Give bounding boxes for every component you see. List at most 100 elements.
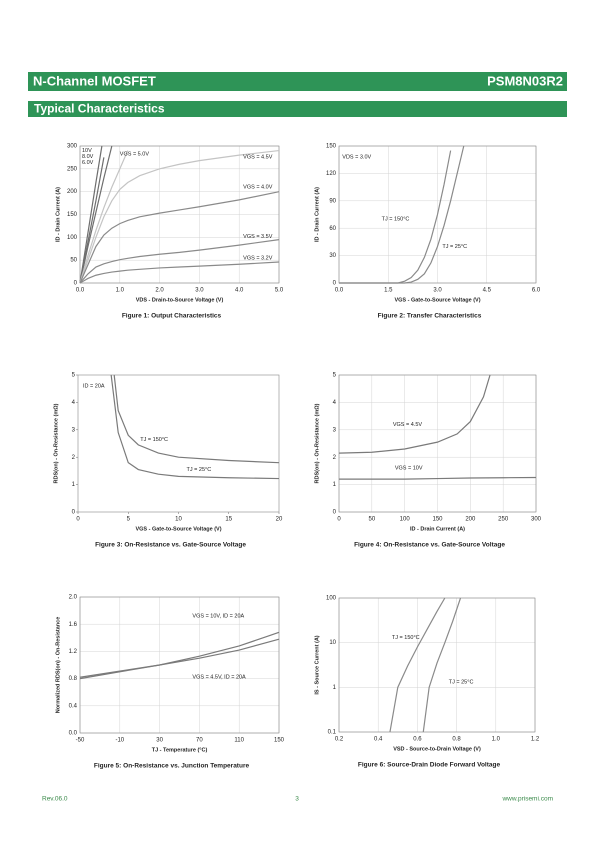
curve: [79, 145, 113, 284]
y-axis-label: ID - Drain Current (A): [55, 187, 61, 242]
y-tick-label: 150: [326, 144, 337, 150]
x-axis-label: ID - Drain Current (A): [410, 526, 465, 532]
curve-label: 8.0V: [82, 154, 94, 160]
plot-frame: [79, 145, 280, 284]
curve-label: VGS = 4.5V, ID = 20A: [192, 675, 246, 681]
curve-label: 6.0V: [82, 160, 94, 166]
x-tick-label: 1.0: [492, 737, 501, 743]
y-axis-label: RDS(on) - On-Resistance (mΩ): [314, 403, 320, 483]
x-tick-label: 2.0: [155, 288, 164, 294]
x-tick-label: 100: [400, 517, 411, 523]
y-tick-label: 4: [333, 400, 337, 406]
y-tick-label: 300: [67, 144, 78, 150]
y-tick-label: 120: [326, 171, 337, 177]
y-axis-label: Normalized RDS(on) - On-Resistance: [55, 617, 61, 714]
x-tick-label: 0: [337, 517, 341, 523]
x-tick-label: -50: [76, 738, 85, 744]
y-tick-label: 1.2: [69, 649, 78, 655]
plot-frame: [338, 597, 536, 733]
y-axis-label: ID - Drain Current (A): [314, 187, 320, 242]
curve: [79, 631, 280, 680]
x-axis-label: TJ - Temperature (°C): [152, 747, 208, 753]
curve-label: VGS = 10V: [395, 466, 423, 472]
y-tick-label: 5: [72, 373, 76, 379]
y-tick-label: 0.0: [69, 731, 78, 737]
plot-frame: [79, 596, 280, 734]
curve-label: VGS = 3.5V: [243, 234, 273, 240]
x-tick-label: 0.2: [335, 737, 344, 743]
y-tick-label: 1: [333, 482, 337, 488]
x-axis-label: VSD - Source-to-Drain Voltage (V): [393, 746, 481, 752]
y-tick-label: 30: [329, 253, 336, 259]
curve: [339, 476, 537, 480]
x-tick-label: 1.0: [116, 288, 125, 294]
plot-frame: [77, 374, 280, 513]
header-left: N-Channel MOSFET: [33, 73, 156, 88]
y-tick-label: 2.0: [69, 595, 78, 601]
curve-label: VGS = 4.5V: [243, 154, 273, 160]
y-tick-label: 0.1: [328, 730, 337, 736]
annotation: VDS = 3.0V: [342, 154, 371, 160]
curve-label: VGS = 4.5V: [393, 422, 423, 428]
curve-label: VGS = 3.2V: [243, 255, 273, 261]
y-tick-label: 0.4: [69, 703, 78, 709]
x-tick-label: 150: [432, 517, 443, 523]
y-tick-label: 5: [333, 373, 337, 379]
y-tick-label: 0: [72, 510, 76, 516]
curve-label: TJ = 25°C: [449, 680, 474, 686]
annotation: ID = 20A: [83, 383, 105, 389]
x-tick-label: 50: [368, 517, 375, 523]
section-title: Typical Characteristics: [34, 102, 165, 116]
figure-caption: Figure 3: On-Resistance vs. Gate-Source …: [95, 542, 246, 549]
y-tick-label: 4: [72, 400, 76, 406]
y-tick-label: 200: [67, 189, 78, 195]
curve: [79, 149, 280, 284]
x-tick-label: 20: [276, 517, 283, 523]
curve-label: VGS = 10V, ID = 20A: [192, 613, 244, 619]
footer-url: www.prisemi.com: [501, 796, 553, 803]
x-axis-label: VGS - Gate-to-Source Voltage (V): [135, 526, 221, 532]
y-tick-label: 1: [72, 482, 76, 488]
y-tick-label: 100: [67, 235, 78, 241]
x-tick-label: 250: [498, 517, 509, 523]
curve-label: TJ = 25°C: [187, 467, 212, 473]
x-tick-label: 0: [76, 517, 80, 523]
header-bar: [28, 72, 567, 91]
y-tick-label: 90: [329, 198, 336, 204]
curve-label: VGS = 4.0V: [243, 185, 273, 191]
x-tick-label: 30: [156, 738, 163, 744]
curve: [338, 374, 491, 454]
x-tick-label: 10: [175, 517, 182, 523]
curve-label: VGS = 5.0V: [120, 152, 150, 158]
x-tick-label: 0.0: [76, 288, 85, 294]
x-tick-label: 0.4: [374, 737, 383, 743]
x-tick-label: 110: [234, 738, 244, 744]
y-tick-label: 3: [72, 427, 76, 433]
x-tick-label: 1.5: [384, 288, 393, 294]
x-tick-label: 0.8: [452, 737, 461, 743]
curve: [79, 191, 280, 284]
figure-caption: Figure 5: On-Resistance vs. Junction Tem…: [94, 763, 250, 770]
y-tick-label: 10: [329, 640, 336, 646]
curve-label: TJ = 150°C: [392, 635, 420, 641]
curve: [422, 597, 462, 733]
footer-revision: Rev.06.0: [42, 796, 68, 803]
curve: [389, 597, 446, 733]
x-tick-label: 0.6: [413, 737, 422, 743]
x-tick-label: 0.0: [335, 288, 344, 294]
y-tick-label: 1.6: [69, 622, 78, 628]
curve-label: TJ = 25°C: [442, 244, 467, 250]
x-axis-label: VDS - Drain-to-Source Voltage (V): [136, 297, 224, 303]
x-tick-label: 5.0: [275, 288, 284, 294]
y-tick-label: 1: [333, 685, 337, 691]
y-axis-label: IS - Source Current (A): [314, 635, 320, 694]
curve-label: 10V: [82, 148, 92, 154]
x-tick-label: 300: [531, 517, 542, 523]
x-tick-label: 3.0: [195, 288, 204, 294]
curve: [79, 239, 280, 284]
curve: [79, 150, 129, 284]
y-tick-label: 2: [72, 455, 76, 461]
y-tick-label: 0: [74, 281, 78, 287]
x-tick-label: 150: [274, 738, 285, 744]
x-tick-label: 3.0: [433, 288, 442, 294]
